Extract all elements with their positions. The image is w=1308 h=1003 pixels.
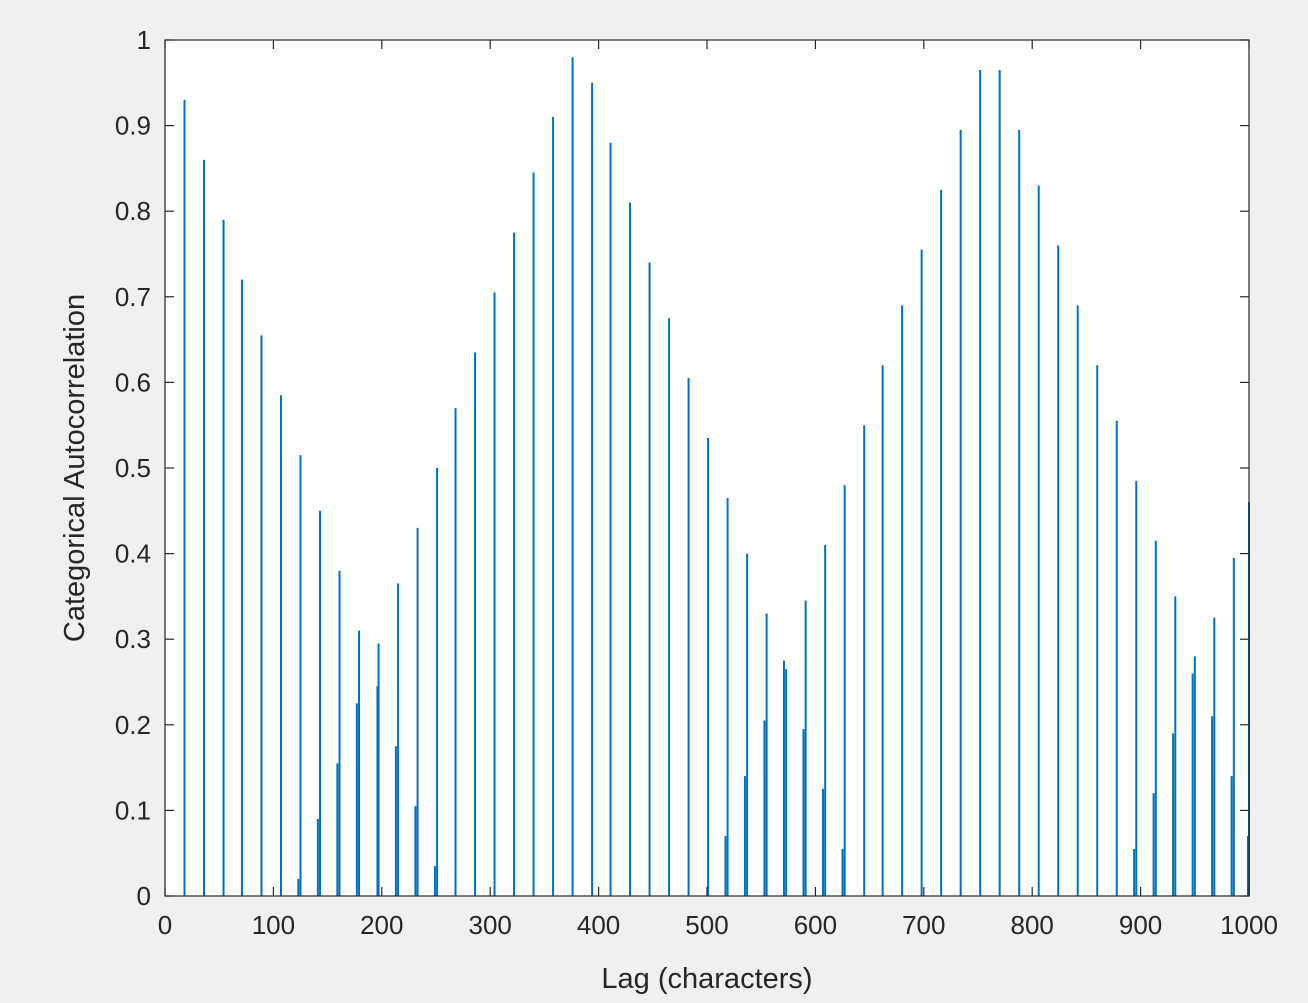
x-tick-label-500: 500 <box>685 910 728 940</box>
y-axis-title: Categorical Autocorrelation <box>59 294 91 642</box>
y-axis: 0 0.1 0.2 0.3 0.4 0.5 0.6 0.7 0.8 0.9 1 <box>115 25 1249 911</box>
y-tick-label-0.5: 0.5 <box>115 453 151 483</box>
x-tick-label-200: 200 <box>360 910 403 940</box>
y-tick-label-0.9: 0.9 <box>115 111 151 141</box>
x-tick-label-0: 0 <box>158 910 172 940</box>
x-tick-label-300: 300 <box>469 910 512 940</box>
x-tick-label-800: 800 <box>1011 910 1054 940</box>
x-tick-label-100: 100 <box>252 910 295 940</box>
x-tick-label-900: 900 <box>1119 910 1162 940</box>
stem-series <box>183 57 1250 896</box>
x-tick-label-600: 600 <box>794 910 837 940</box>
plot-area <box>165 40 1249 896</box>
x-tick-label-700: 700 <box>902 910 945 940</box>
x-tick-label-400: 400 <box>577 910 620 940</box>
x-tick-label-1000: 1000 <box>1220 910 1278 940</box>
y-tick-label-0.4: 0.4 <box>115 539 151 569</box>
y-tick-label-0: 0 <box>137 881 151 911</box>
y-tick-label-0.8: 0.8 <box>115 196 151 226</box>
y-tick-label-0.2: 0.2 <box>115 710 151 740</box>
x-axis: 0 100 200 300 400 500 600 700 800 900 1000 <box>158 40 1278 940</box>
y-tick-label-0.7: 0.7 <box>115 282 151 312</box>
y-tick-label-1: 1 <box>137 25 151 55</box>
y-tick-label-0.1: 0.1 <box>115 795 151 825</box>
y-tick-label-0.6: 0.6 <box>115 367 151 397</box>
x-axis-title: Lag (characters) <box>601 963 812 995</box>
y-tick-label-0.3: 0.3 <box>115 624 151 654</box>
